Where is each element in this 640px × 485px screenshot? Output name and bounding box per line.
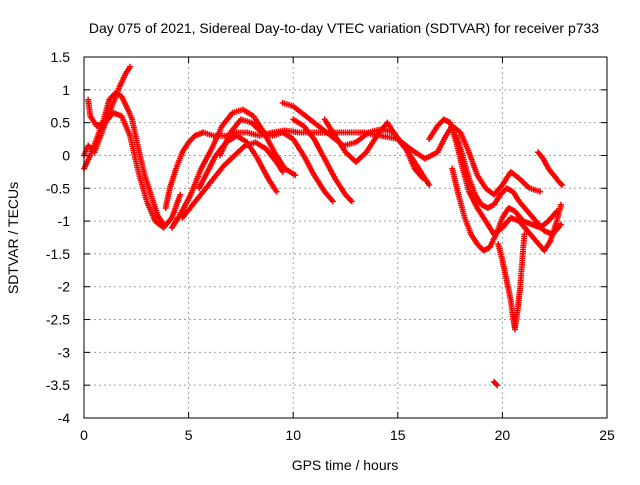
marker-trail-track-p (495, 231, 528, 333)
plot-frame (83, 56, 608, 419)
marker-trail-track-j (290, 116, 355, 205)
series-track-k (321, 116, 433, 188)
series-track-j (290, 116, 355, 205)
series-track-p (495, 231, 528, 333)
y-tick-label: -2 (58, 279, 71, 295)
series-track-i (279, 99, 426, 182)
y-tick-label: 0 (62, 147, 70, 163)
marker-trail-track-c (85, 96, 184, 231)
x-tick-label: 25 (599, 427, 615, 443)
marker-trail-track-o (535, 149, 565, 188)
y-tick-label: -4 (58, 410, 71, 426)
x-axis-label: GPS time / hours (292, 457, 399, 473)
x-tick-label: 10 (285, 427, 301, 443)
y-tick-label: -1 (58, 213, 71, 229)
x-tick-label: 20 (495, 427, 511, 443)
y-tick-label: 1 (62, 82, 70, 98)
y-tick-label: -1.5 (46, 246, 70, 262)
y-tick-label: -3.5 (46, 377, 70, 393)
x-tick-label: 0 (80, 427, 88, 443)
chart-title: Day 075 of 2021, Sidereal Day-to-day VTE… (89, 20, 599, 36)
marker-trail-track-q (491, 378, 501, 389)
marker-trail-track-h (217, 116, 336, 205)
series-track-n (453, 132, 564, 238)
y-tick-label: -3 (58, 344, 71, 360)
x-tick-label: 15 (390, 427, 406, 443)
series-track-b (81, 90, 167, 228)
marker-trail-track-k (321, 116, 433, 188)
series-track-c (85, 96, 184, 231)
series-track-q (491, 378, 501, 389)
series-track-h (217, 116, 336, 205)
marker-trail-track-n (453, 132, 564, 238)
y-tick-label: -2.5 (46, 312, 70, 328)
marker-trail-track-b (81, 90, 167, 228)
x-tick-label: 5 (185, 427, 193, 443)
marker-trail-track-i (279, 99, 426, 182)
series-track-o (535, 149, 565, 188)
y-tick-label: -0.5 (46, 180, 70, 196)
y-tick-label: 0.5 (51, 115, 71, 131)
data-layer (81, 63, 565, 389)
grid-layer (84, 57, 607, 418)
tick-layer: 0 5 10 15 20 25 -4 -3.5 -3 -2.5 -2 -1.5 -1 -0.5 0 0.5 1 1… (46, 49, 615, 443)
y-tick-label: 1.5 (51, 49, 71, 65)
y-axis-label: SDTVAR / TECUs (5, 182, 21, 294)
